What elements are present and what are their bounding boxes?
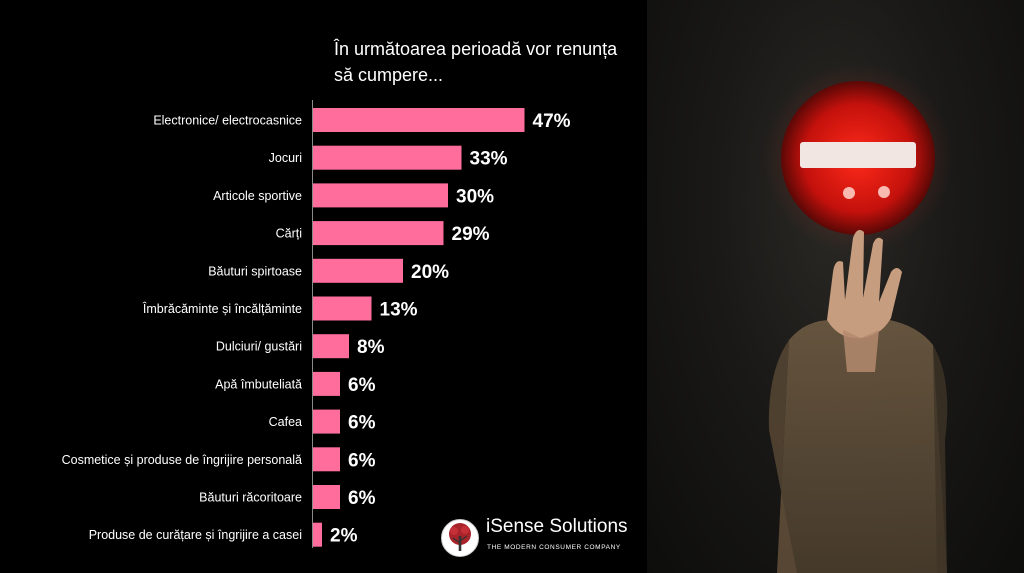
photo-illustration xyxy=(763,63,953,573)
value-label: 8% xyxy=(357,337,385,358)
value-label: 2% xyxy=(330,526,358,547)
category-label: Jocuri xyxy=(269,151,302,165)
category-label: Dulciuri/ gustări xyxy=(216,340,302,354)
bar xyxy=(313,296,372,321)
category-label: Produse de curățare și îngrijire a casei xyxy=(89,528,302,542)
brand-name: iSense Solutions xyxy=(486,516,628,537)
category-label: Băuturi răcoritoare xyxy=(199,491,302,505)
bar xyxy=(313,258,403,283)
value-label: 13% xyxy=(380,300,418,321)
category-label: Electronice/ electrocasnice xyxy=(153,114,302,128)
category-label: Cafea xyxy=(269,415,302,429)
category-label: Cărți xyxy=(276,227,302,241)
value-label: 47% xyxy=(533,111,571,132)
value-label: 6% xyxy=(348,375,376,396)
bar xyxy=(313,221,444,246)
tree-logo-icon xyxy=(441,519,479,557)
value-label: 6% xyxy=(348,450,376,471)
isense-logo: iSense Solutions THE MODERN CONSUMER COM… xyxy=(440,516,640,560)
bar xyxy=(313,108,525,132)
stop-hand-photo xyxy=(647,0,1024,573)
value-label: 33% xyxy=(470,149,508,170)
bar xyxy=(313,409,340,434)
value-label: 30% xyxy=(456,186,494,207)
bar xyxy=(313,447,340,472)
value-label: 6% xyxy=(348,413,376,434)
bar xyxy=(313,145,462,170)
chart-title: În următoarea perioadă vor renunța să cu… xyxy=(334,39,618,85)
category-label: Îmbrăcăminte și încălțăminte xyxy=(142,301,302,316)
brand-tagline: THE MODERN CONSUMER COMPANY xyxy=(487,544,621,551)
bar xyxy=(313,371,340,396)
category-label: Cosmetice și produse de îngrijire person… xyxy=(62,453,302,467)
bar xyxy=(313,334,349,359)
category-label: Articole sportive xyxy=(213,189,302,203)
value-label: 20% xyxy=(411,262,449,283)
bar-chart: Electronice/ electrocasnice 47% Jocuri 33% A… xyxy=(62,100,571,548)
category-label: Băuturi spirtoase xyxy=(208,264,302,278)
bar xyxy=(313,522,322,547)
value-label: 29% xyxy=(452,224,490,245)
bar xyxy=(313,183,448,208)
bar xyxy=(313,485,340,509)
category-label: Apă îmbuteliată xyxy=(215,377,302,391)
value-label: 6% xyxy=(348,488,376,509)
chart-panel: În următoarea perioadă vor renunța să cu… xyxy=(61,39,618,548)
